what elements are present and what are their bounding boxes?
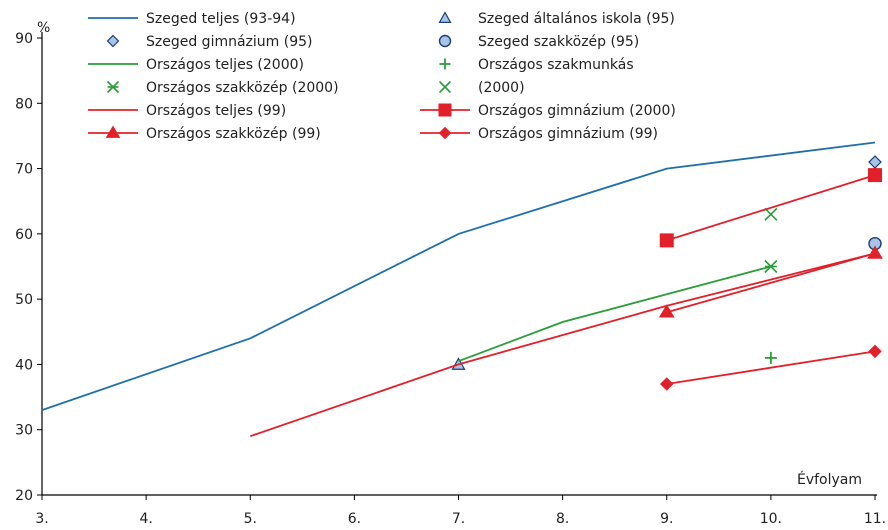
data-point	[868, 344, 882, 359]
legend-label: Országos teljes (2000)	[146, 57, 304, 73]
x-tick-label: 10.	[760, 511, 782, 527]
legend-label: Országos szakközép (99)	[146, 126, 321, 142]
x-tick-label: 11.	[864, 511, 886, 527]
series-line	[666, 252, 876, 314]
x-tick-label: 7.	[452, 511, 465, 527]
series-line	[41, 141, 876, 411]
series-line	[666, 174, 876, 242]
data-point	[659, 233, 674, 248]
series-9	[659, 168, 882, 248]
x-axis-title: Évfolyam	[797, 471, 862, 488]
series-10	[658, 245, 883, 318]
legend-item: Országos szakmunkás	[439, 57, 634, 73]
x-tick-label: 9.	[660, 511, 673, 527]
y-tick-label: 20	[15, 488, 33, 504]
chart-series	[41, 141, 883, 438]
legend-label: Országos gimnázium (2000)	[478, 103, 676, 119]
legend-marker	[106, 34, 120, 48]
legend-item: Országos szakközép (99)	[88, 125, 321, 142]
y-tick-label: 40	[15, 357, 33, 373]
legend-item: Szeged általános iskola (95)	[438, 11, 675, 27]
y-axis-unit: %	[37, 20, 50, 36]
data-point	[868, 168, 882, 183]
legend-item: Országos gimnázium (99)	[420, 126, 658, 142]
legend-marker	[438, 11, 452, 23]
legend-label: Szeged gimnázium (95)	[146, 34, 313, 50]
legend-item: Szeged szakközép (95)	[438, 34, 639, 50]
chart-legend: Szeged teljes (93-94) Szeged általános is…	[88, 11, 676, 142]
legend-item: Országos szakközép (2000)	[106, 80, 339, 96]
legend-marker	[105, 125, 121, 138]
data-point	[867, 245, 883, 259]
series-line	[458, 265, 772, 363]
legend-marker	[438, 103, 452, 117]
legend-item: (2000)	[438, 80, 525, 96]
data-point	[764, 259, 778, 274]
series-line	[666, 350, 876, 385]
series-6	[764, 259, 778, 274]
series-7	[764, 207, 778, 221]
legend-label: Országos szakközép (2000)	[146, 80, 339, 96]
data-point	[658, 304, 675, 318]
legend-item: Országos gimnázium (2000)	[420, 103, 676, 119]
x-tick-label: 5.	[244, 511, 257, 527]
legend-marker	[438, 80, 452, 94]
legend-item: Országos teljes (2000)	[88, 57, 304, 73]
data-point	[764, 351, 777, 364]
y-tick-label: 50	[15, 292, 33, 308]
legend-label: Szeged teljes (93-94)	[146, 11, 296, 27]
y-tick-label: 70	[15, 162, 33, 178]
x-tick-label: 3.	[35, 511, 48, 527]
series-line	[250, 252, 876, 438]
x-tick-label: 8.	[556, 511, 569, 527]
legend-marker	[438, 126, 452, 140]
series-2	[868, 155, 882, 169]
y-tick-label: 30	[15, 423, 33, 439]
y-tick-label: 60	[15, 227, 33, 243]
legend-item: Szeged teljes (93-94)	[88, 11, 296, 27]
legend-label: (2000)	[478, 80, 525, 96]
chart-axes: 20 30 40 50 60 70 80 90 3. 4. 5. 6. 7. 8. 9. 10. 11.	[15, 31, 886, 527]
legend-label: Szeged szakközép (95)	[478, 34, 639, 50]
series-5	[764, 351, 777, 364]
legend-marker	[438, 34, 452, 48]
x-tick-label: 4.	[139, 511, 152, 527]
series-0	[41, 141, 876, 411]
legend-marker	[106, 80, 120, 94]
legend-item: Országos teljes (99)	[88, 103, 286, 119]
legend-label: Országos teljes (99)	[146, 103, 286, 119]
data-point	[868, 155, 882, 169]
y-tick-label: 80	[15, 96, 33, 112]
legend-label: Országos gimnázium (99)	[478, 126, 658, 142]
series-11	[660, 344, 882, 391]
legend-marker	[439, 58, 451, 70]
series-4	[458, 265, 772, 363]
legend-label: Szeged általános iskola (95)	[478, 11, 675, 27]
legend-label: Országos szakmunkás	[478, 57, 634, 73]
x-tick-label: 6.	[348, 511, 361, 527]
y-tick-label: 90	[15, 31, 33, 47]
data-point	[660, 377, 674, 391]
series-8	[250, 252, 876, 438]
data-point	[764, 207, 778, 221]
legend-item: Szeged gimnázium (95)	[106, 34, 313, 50]
